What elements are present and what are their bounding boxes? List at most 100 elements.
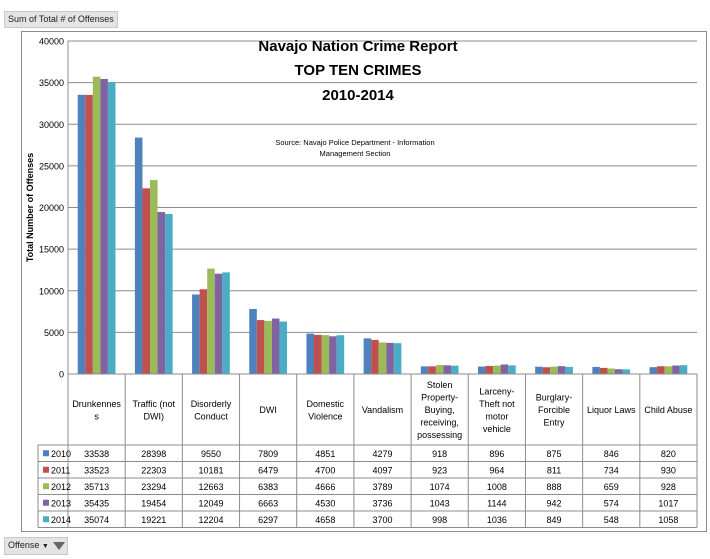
bar-2010 (134, 137, 143, 374)
category-label: Domestic (307, 399, 345, 409)
bar-2014 (393, 343, 402, 374)
bar-2012 (664, 366, 673, 374)
bar-2011 (85, 94, 93, 374)
y-tick-label: 0 (59, 370, 64, 380)
data-label: 820 (661, 449, 676, 459)
data-label: 1017 (658, 498, 678, 508)
data-label: 875 (547, 449, 562, 459)
category-label: vehicle (483, 424, 511, 434)
category-label: Property- (421, 393, 458, 403)
data-label: 12663 (198, 482, 223, 492)
category-label: DWI (259, 405, 277, 415)
data-label: 923 (432, 465, 447, 475)
data-label: 35435 (84, 498, 109, 508)
bar-2011 (199, 289, 208, 374)
category-label: s (94, 411, 99, 421)
data-label: 846 (604, 449, 619, 459)
data-label: 734 (604, 465, 619, 475)
data-label: 928 (661, 482, 676, 492)
bar-2011 (371, 339, 379, 374)
filter-funnel-icon (53, 541, 66, 550)
data-label: 35074 (84, 515, 109, 525)
legend-label: 2010 (51, 449, 71, 459)
data-label: 659 (604, 482, 619, 492)
data-label: 12049 (198, 498, 223, 508)
legend-label: 2013 (51, 498, 71, 508)
bar-2014 (336, 335, 345, 374)
chart-area[interactable]: 0 5000 10000 15000 20000 25000 30000 35000 40000… (21, 31, 707, 532)
value-field-button[interactable]: Sum of Total # of Offenses (4, 11, 118, 28)
chart-title-line: 2010-2014 (322, 87, 394, 104)
bar-2012 (92, 76, 101, 374)
bar-2011 (313, 334, 322, 374)
data-label: 1144 (487, 498, 506, 508)
bar-2010 (77, 94, 86, 375)
legend-key-2013 (43, 499, 49, 506)
data-label: 19454 (141, 498, 166, 508)
bar-2014 (107, 82, 116, 375)
data-label: 9550 (201, 449, 221, 459)
data-label: 6479 (258, 465, 278, 475)
data-label: 4658 (315, 515, 335, 525)
category-label: Larceny- (479, 386, 514, 396)
bar-2011 (657, 366, 665, 374)
data-label: 33538 (84, 449, 109, 459)
category-label: receiving, (420, 418, 459, 428)
data-label: 896 (489, 449, 504, 459)
bar-2013 (672, 365, 680, 374)
data-label: 1074 (430, 482, 450, 492)
data-label: 33523 (84, 465, 109, 475)
bar-2012 (493, 365, 501, 374)
y-axis-label: Total Number of Offenses (25, 153, 35, 262)
bar-2013 (557, 366, 566, 374)
data-label: 811 (547, 465, 561, 475)
category-label: possessing (417, 430, 462, 440)
data-label: 4097 (372, 465, 392, 475)
offense-filter-button[interactable]: Offense ▼ (4, 537, 69, 555)
y-tick-label: 40000 (39, 37, 64, 47)
y-tick-label: 15000 (39, 245, 64, 255)
bar-2013 (271, 318, 280, 374)
data-label: 1036 (487, 515, 507, 525)
bar-2012 (550, 366, 558, 374)
category-label: Forcible (538, 405, 570, 415)
category-label: Traffic (not (133, 399, 176, 409)
legend-label: 2011 (51, 465, 70, 475)
data-label: 19221 (141, 515, 166, 525)
bar-2012 (149, 180, 158, 374)
category-label: DWI) (144, 411, 165, 421)
data-label: 849 (547, 515, 562, 525)
category-label: Child Abuse (644, 405, 692, 415)
y-tick-label: 30000 (39, 120, 64, 130)
bar-2014 (508, 365, 516, 374)
bar-2011 (428, 366, 436, 374)
bar-2010 (649, 367, 658, 374)
data-label: 10181 (198, 465, 223, 475)
value-field-label: Sum of Total # of Offenses (8, 14, 114, 24)
category-label: Violence (308, 411, 342, 421)
offense-filter-label: Offense (8, 540, 40, 550)
bar-2010 (363, 338, 372, 374)
data-label: 548 (604, 515, 619, 525)
bar-2011 (256, 320, 265, 374)
data-label: 918 (432, 449, 447, 459)
bar-2013 (615, 369, 623, 374)
bar-2012 (435, 365, 444, 374)
data-label: 23294 (141, 482, 166, 492)
bar-2010 (249, 308, 257, 374)
data-label: 3736 (372, 498, 392, 508)
data-label: 942 (547, 498, 562, 508)
data-label: 4279 (372, 449, 392, 459)
legend-key-2010 (43, 450, 49, 457)
bar-2013 (157, 212, 166, 374)
bar-2010 (420, 366, 429, 374)
category-label: motor (485, 411, 508, 421)
data-label: 3700 (372, 515, 392, 525)
data-label: 4700 (315, 465, 335, 475)
y-tick-label: 35000 (39, 78, 64, 88)
bar-2014 (679, 365, 688, 374)
bar-2010 (306, 333, 314, 374)
bar-2010 (535, 366, 543, 374)
bar-2013 (500, 364, 509, 374)
category-label: Conduct (194, 411, 228, 421)
